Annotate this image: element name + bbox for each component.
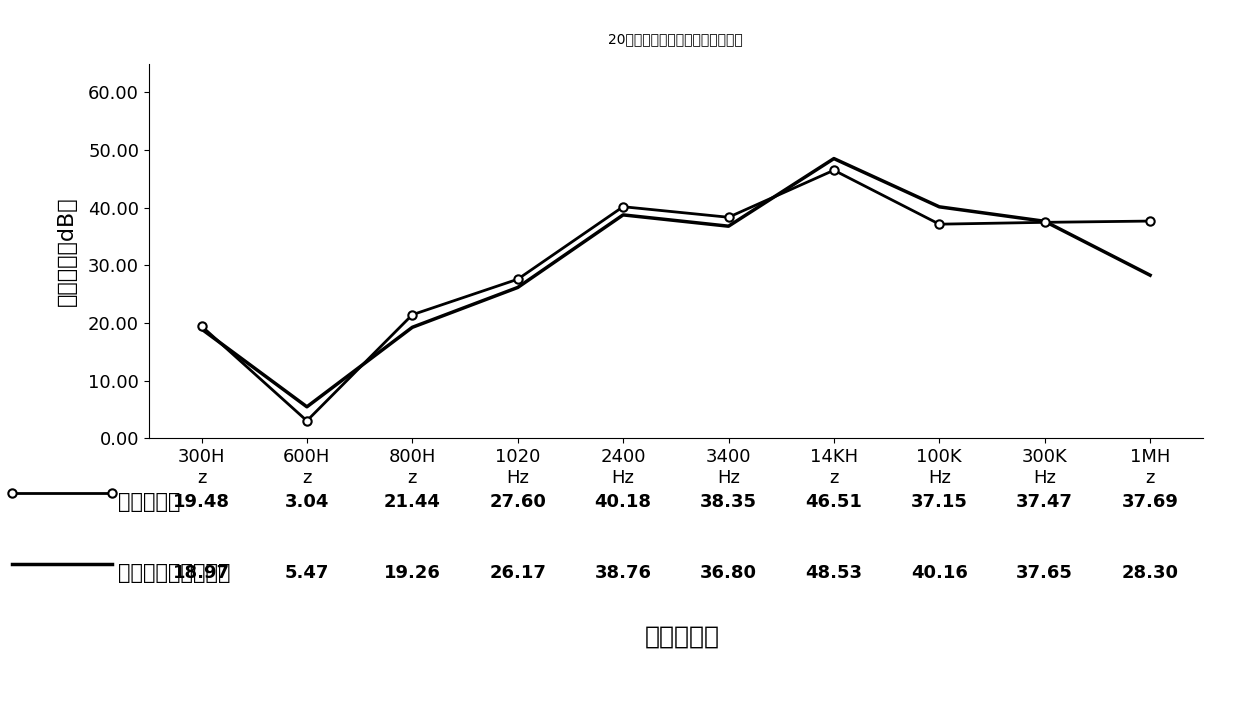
Text: 19.48: 19.48: [174, 493, 229, 511]
Text: 5.47: 5.47: [285, 563, 329, 582]
Text: 38.76: 38.76: [595, 563, 651, 582]
Text: 新型低频材料屏蔽罩: 新型低频材料屏蔽罩: [118, 563, 231, 583]
Text: 3.04: 3.04: [285, 493, 329, 511]
Text: 38.35: 38.35: [701, 493, 756, 511]
Text: 18.97: 18.97: [174, 563, 229, 582]
Text: 48.53: 48.53: [806, 563, 862, 582]
Text: 测量频率点: 测量频率点: [645, 624, 719, 648]
Text: 铝制屏蔽罩: 铝制屏蔽罩: [118, 492, 180, 512]
Text: 37.15: 37.15: [911, 493, 967, 511]
Text: 37.65: 37.65: [1017, 563, 1073, 582]
Text: 28.30: 28.30: [1122, 563, 1178, 582]
Text: 36.80: 36.80: [701, 563, 756, 582]
Y-axis label: 屏蔽效能（dB）: 屏蔽效能（dB）: [57, 196, 77, 306]
Text: 27.60: 27.60: [490, 493, 546, 511]
Text: 37.69: 37.69: [1122, 493, 1178, 511]
Text: 46.51: 46.51: [806, 493, 862, 511]
Text: 37.47: 37.47: [1017, 493, 1073, 511]
Text: 40.16: 40.16: [911, 563, 967, 582]
Text: 19.26: 19.26: [384, 563, 440, 582]
Text: 21.44: 21.44: [384, 493, 440, 511]
Title: 20对规格屏蔽罩电场强度屏蔽效能: 20对规格屏蔽罩电场强度屏蔽效能: [609, 32, 743, 46]
Text: 26.17: 26.17: [490, 563, 546, 582]
Text: 40.18: 40.18: [595, 493, 651, 511]
